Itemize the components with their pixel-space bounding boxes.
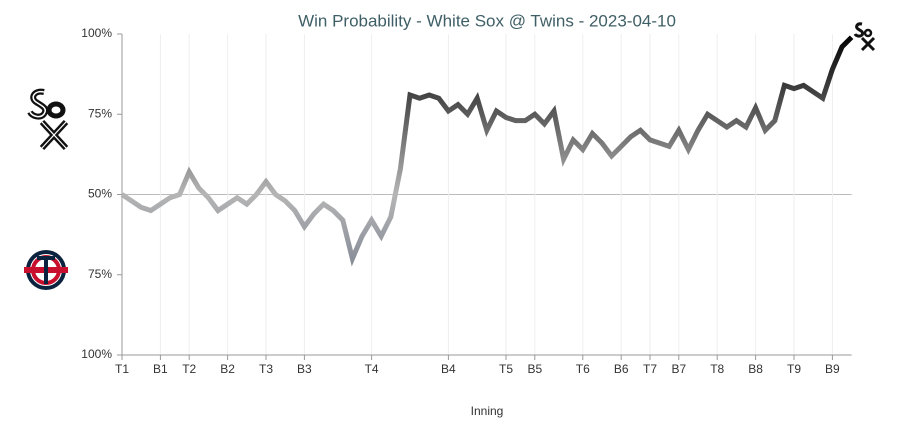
x-tick-label: B1	[153, 362, 168, 376]
x-tick-label: T3	[259, 362, 273, 376]
y-tick-label: 75%	[88, 106, 112, 120]
win-probability-line	[120, 35, 854, 267]
y-tick-label: 75%	[88, 267, 112, 281]
chart-title: Win Probability - White Sox @ Twins - 20…	[298, 11, 676, 30]
x-tick-label: T2	[182, 362, 196, 376]
x-tick-label: B4	[441, 362, 456, 376]
x-tick-label: T4	[365, 362, 379, 376]
x-tick-label: T8	[710, 362, 724, 376]
x-tick-label: B8	[748, 362, 763, 376]
twins-logo	[24, 250, 68, 290]
x-axis-label: Inning	[471, 404, 504, 418]
x-tick-label: T6	[576, 362, 590, 376]
x-tick-label: T1	[115, 362, 129, 376]
x-tick-label: T7	[643, 362, 657, 376]
y-tick-label: 50%	[88, 187, 112, 201]
x-tick-label: B3	[297, 362, 312, 376]
white-sox-end-logo	[853, 22, 876, 52]
y-tick-label: 100%	[81, 26, 112, 40]
x-tick-label: B2	[220, 362, 235, 376]
x-tick-label: T9	[787, 362, 801, 376]
x-tick-label: B5	[527, 362, 542, 376]
white-sox-logo	[27, 88, 69, 151]
x-tick-label: B6	[614, 362, 629, 376]
x-tick-label: B9	[825, 362, 840, 376]
x-tick-label: T5	[499, 362, 513, 376]
x-tick-label: B7	[671, 362, 686, 376]
y-tick-label: 100%	[81, 347, 112, 361]
